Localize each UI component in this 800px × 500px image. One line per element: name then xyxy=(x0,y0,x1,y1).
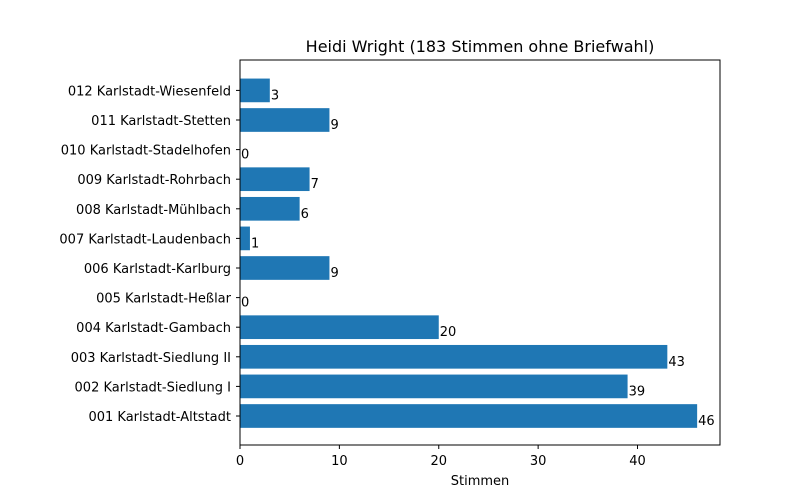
bar xyxy=(240,78,270,103)
x-tick-label: 0 xyxy=(236,454,244,469)
data-label: 20 xyxy=(440,325,457,340)
x-tick-label: 30 xyxy=(530,454,547,469)
y-tick-label: 009 Karlstadt-Rohrbach xyxy=(77,173,231,188)
chart-title: Heidi Wright (183 Stimmen ohne Briefwahl… xyxy=(306,37,655,56)
plot-frame xyxy=(239,59,721,446)
bar xyxy=(240,344,668,369)
y-tick-label: 005 Karlstadt-Heßlar xyxy=(96,292,232,307)
data-label: 9 xyxy=(330,118,338,133)
y-tick-label: 006 Karlstadt-Karlburg xyxy=(84,262,231,277)
bar xyxy=(240,108,330,132)
bar xyxy=(240,404,698,428)
data-label: 6 xyxy=(301,207,309,222)
y-tick-label: 002 Karlstadt-Siedlung I xyxy=(75,380,231,395)
bar xyxy=(240,196,300,221)
data-label: 46 xyxy=(698,414,715,429)
data-label: 9 xyxy=(330,266,338,281)
data-label: 0 xyxy=(241,296,249,311)
bar xyxy=(240,374,628,399)
bar xyxy=(240,167,310,192)
data-label: 39 xyxy=(629,384,646,399)
data-label: 3 xyxy=(271,88,279,103)
y-tick-label: 008 Karlstadt-Mühlbach xyxy=(76,203,231,218)
x-tick-label: 40 xyxy=(629,454,646,469)
bar xyxy=(240,315,439,340)
x-tick-label: 10 xyxy=(331,454,348,469)
y-tick-label: 004 Karlstadt-Gambach xyxy=(76,321,231,336)
y-tick-label: 011 Karlstadt-Stetten xyxy=(91,114,231,129)
bar xyxy=(240,256,330,280)
data-label: 0 xyxy=(241,148,249,163)
x-axis-label: Stimmen xyxy=(451,474,510,489)
y-tick-label: 007 Karlstadt-Laudenbach xyxy=(59,232,231,247)
y-tick-label: 012 Karlstadt-Wiesenfeld xyxy=(68,84,231,99)
bar xyxy=(240,226,250,251)
y-tick-label: 001 Karlstadt-Altstadt xyxy=(88,410,231,425)
y-tick-label: 010 Karlstadt-Stadelhofen xyxy=(61,144,231,159)
data-label: 1 xyxy=(251,236,259,251)
data-label: 7 xyxy=(311,177,319,192)
x-tick-label: 20 xyxy=(430,454,447,469)
y-tick-label: 003 Karlstadt-Siedlung II xyxy=(71,351,231,366)
data-label: 43 xyxy=(668,355,685,370)
